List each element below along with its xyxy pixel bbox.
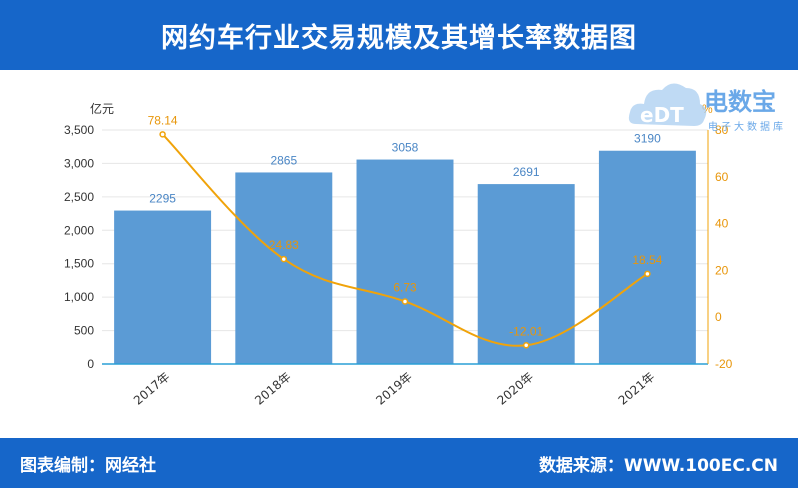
logo-brand: 电数宝 (704, 88, 776, 116)
line-value-label: 18.54 (632, 253, 662, 267)
chart-svg: 0 500 1,000 1,500 2,000 2,500 3,000 3,500 亿元 -20 0… (64, 101, 733, 408)
bar (114, 210, 212, 364)
y-right-tick-label: 40 (715, 217, 729, 231)
y-right-tick-label: 80 (715, 123, 729, 137)
line-value-label: 24.83 (269, 238, 299, 252)
bar-value-label: 2865 (270, 153, 297, 167)
y-left-tick-label: 1,000 (64, 290, 94, 304)
bar-value-label: 3190 (634, 132, 661, 146)
y-left-tick-label: 0 (87, 357, 94, 371)
y-right-tick-label: 20 (715, 263, 729, 277)
cloud-icon (628, 83, 707, 126)
line-point (401, 298, 409, 305)
x-tick-label: 2018年 (252, 370, 294, 408)
x-tick-label: 2020年 (495, 370, 537, 408)
y-right-tick-label: 0 (715, 310, 722, 324)
line-value-label: 6.73 (393, 280, 417, 294)
header-banner: 网约车行业交易规模及其增长率数据图 (0, 0, 798, 70)
footer-banner: 图表编制：网经社 数据来源：WWW.100EC.CN (0, 438, 798, 488)
y-left-unit: 亿元 (90, 101, 114, 116)
footer-source: 数据来源：WWW.100EC.CN (538, 455, 778, 476)
y-right-unit: % (702, 102, 713, 116)
x-tick-label: 2019年 (373, 370, 415, 408)
bar-value-label: 2295 (149, 192, 176, 206)
logo-sub: 电子大数据库 (708, 120, 786, 133)
y-right-tick-label: -20 (715, 357, 733, 371)
line-value-label: 78.14 (148, 113, 178, 127)
bar (598, 150, 696, 364)
y-left-tick-label: 3,500 (64, 123, 94, 137)
y-right-tick-label: 60 (715, 170, 729, 184)
bar (235, 172, 333, 364)
line-point (159, 131, 166, 138)
y-left-tick-label: 3,000 (64, 156, 94, 170)
bar (356, 159, 454, 364)
y-left-tick-label: 2,000 (64, 223, 94, 237)
edt-logo: eDT 电数宝 电子大数据库 (628, 74, 798, 140)
chart-title: 网约车行业交易规模及其增长率数据图 (161, 22, 637, 54)
x-tick-label: 2017年 (131, 370, 173, 408)
line-point (280, 255, 288, 263)
x-tick-label: 2021年 (616, 370, 658, 408)
line-value-label: -12.01 (509, 324, 543, 338)
chart-area: 0 500 1,000 1,500 2,000 2,500 3,000 3,500 亿元 -20 0… (0, 70, 798, 436)
bar-value-label: 2691 (513, 165, 540, 179)
line-point (644, 270, 651, 278)
y-left-tick-label: 500 (74, 324, 94, 338)
line-point (522, 342, 530, 349)
y-left-tick-label: 2,500 (64, 190, 94, 204)
logo-letters: eDT (640, 103, 684, 127)
y-left-tick-label: 1,500 (64, 257, 94, 271)
footer-credit: 图表编制：网经社 (20, 455, 156, 476)
bar-value-label: 3058 (392, 141, 419, 155)
